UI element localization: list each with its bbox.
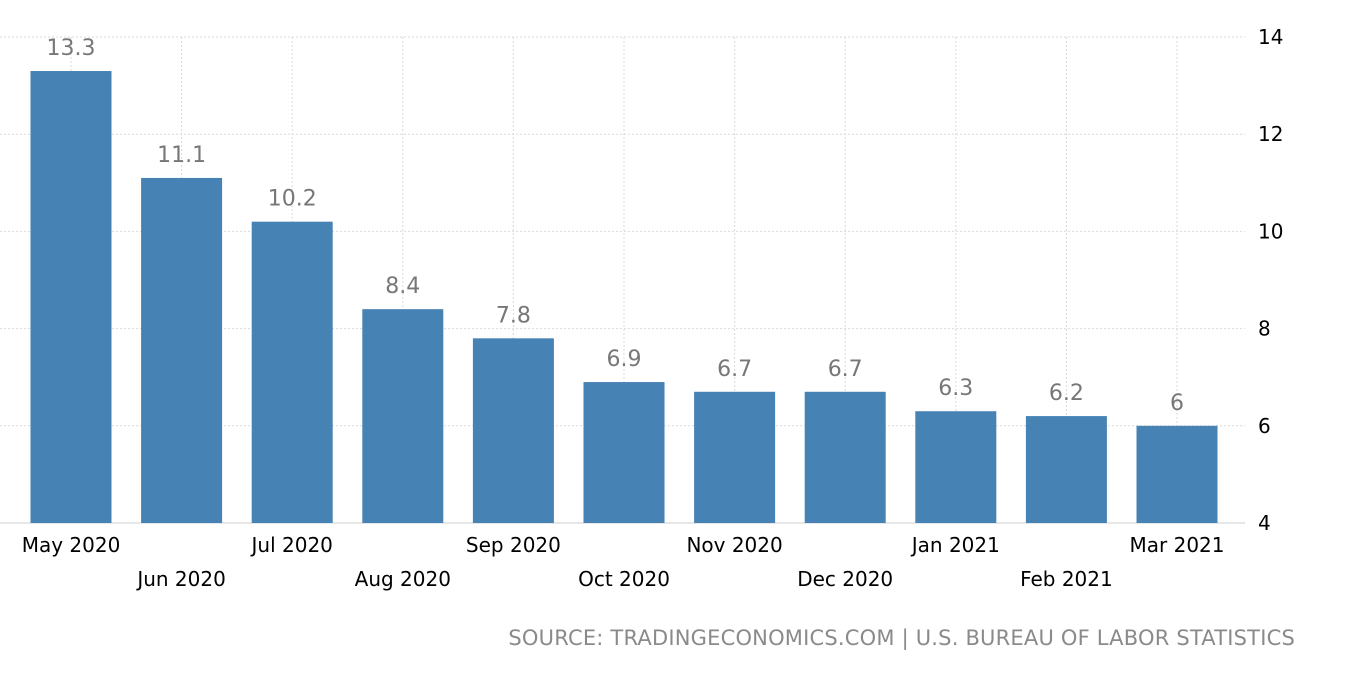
bar [251, 221, 333, 523]
y-tick-label: 6 [1258, 414, 1271, 438]
bar-labels: 13.3 11.1 10.2 8.4 7.8 6.9 6.7 6.7 6.3 6.2 6 [47, 36, 1184, 416]
y-tick-label: 14 [1258, 25, 1283, 49]
bar [362, 309, 444, 523]
bar-value-label: 10.2 [268, 187, 317, 212]
bar-value-label: 6 [1170, 391, 1184, 416]
bar-value-label: 8.4 [385, 274, 420, 299]
x-tick-label: Jan 2021 [910, 533, 1000, 557]
bar [915, 411, 997, 523]
bar-value-label: 6.7 [717, 357, 752, 382]
bars [30, 71, 1218, 524]
y-tick-label: 10 [1258, 219, 1283, 243]
x-tick-label: Oct 2020 [578, 567, 670, 591]
bar-value-label: 13.3 [47, 36, 96, 61]
x-tick-label: Jun 2020 [135, 567, 226, 591]
bar-value-label: 6.9 [607, 347, 642, 372]
y-axis-ticks: 4 6 8 10 12 14 [1258, 25, 1283, 535]
bar-value-label: 6.7 [828, 357, 863, 382]
bar [30, 71, 112, 524]
bar [472, 338, 554, 523]
bar [804, 391, 886, 523]
x-tick-label: Mar 2021 [1130, 533, 1225, 557]
bar [583, 382, 665, 523]
y-tick-label: 8 [1258, 317, 1271, 341]
x-tick-label: May 2020 [22, 533, 121, 557]
bar-value-label: 7.8 [496, 303, 531, 328]
bar-value-label: 6.2 [1049, 381, 1084, 406]
y-tick-label: 12 [1258, 122, 1283, 146]
bar [1136, 425, 1218, 523]
bar-value-label: 6.3 [938, 376, 973, 401]
x-tick-label: Aug 2020 [355, 567, 451, 591]
bar [694, 391, 776, 523]
bar [1025, 416, 1107, 523]
x-tick-label: Nov 2020 [686, 533, 782, 557]
bar [141, 177, 223, 523]
x-tick-label: Dec 2020 [797, 567, 893, 591]
bar-value-label: 11.1 [157, 143, 206, 168]
x-tick-label: Sep 2020 [466, 533, 561, 557]
source-attribution: SOURCE: TRADINGECONOMICS.COM | U.S. BURE… [508, 626, 1295, 650]
x-tick-label: Jul 2020 [250, 533, 333, 557]
x-axis-ticks: May 2020 Jun 2020 Jul 2020 Aug 2020 Sep 2020… [22, 533, 1225, 591]
x-tick-label: Feb 2021 [1020, 567, 1113, 591]
y-tick-label: 4 [1258, 511, 1271, 535]
